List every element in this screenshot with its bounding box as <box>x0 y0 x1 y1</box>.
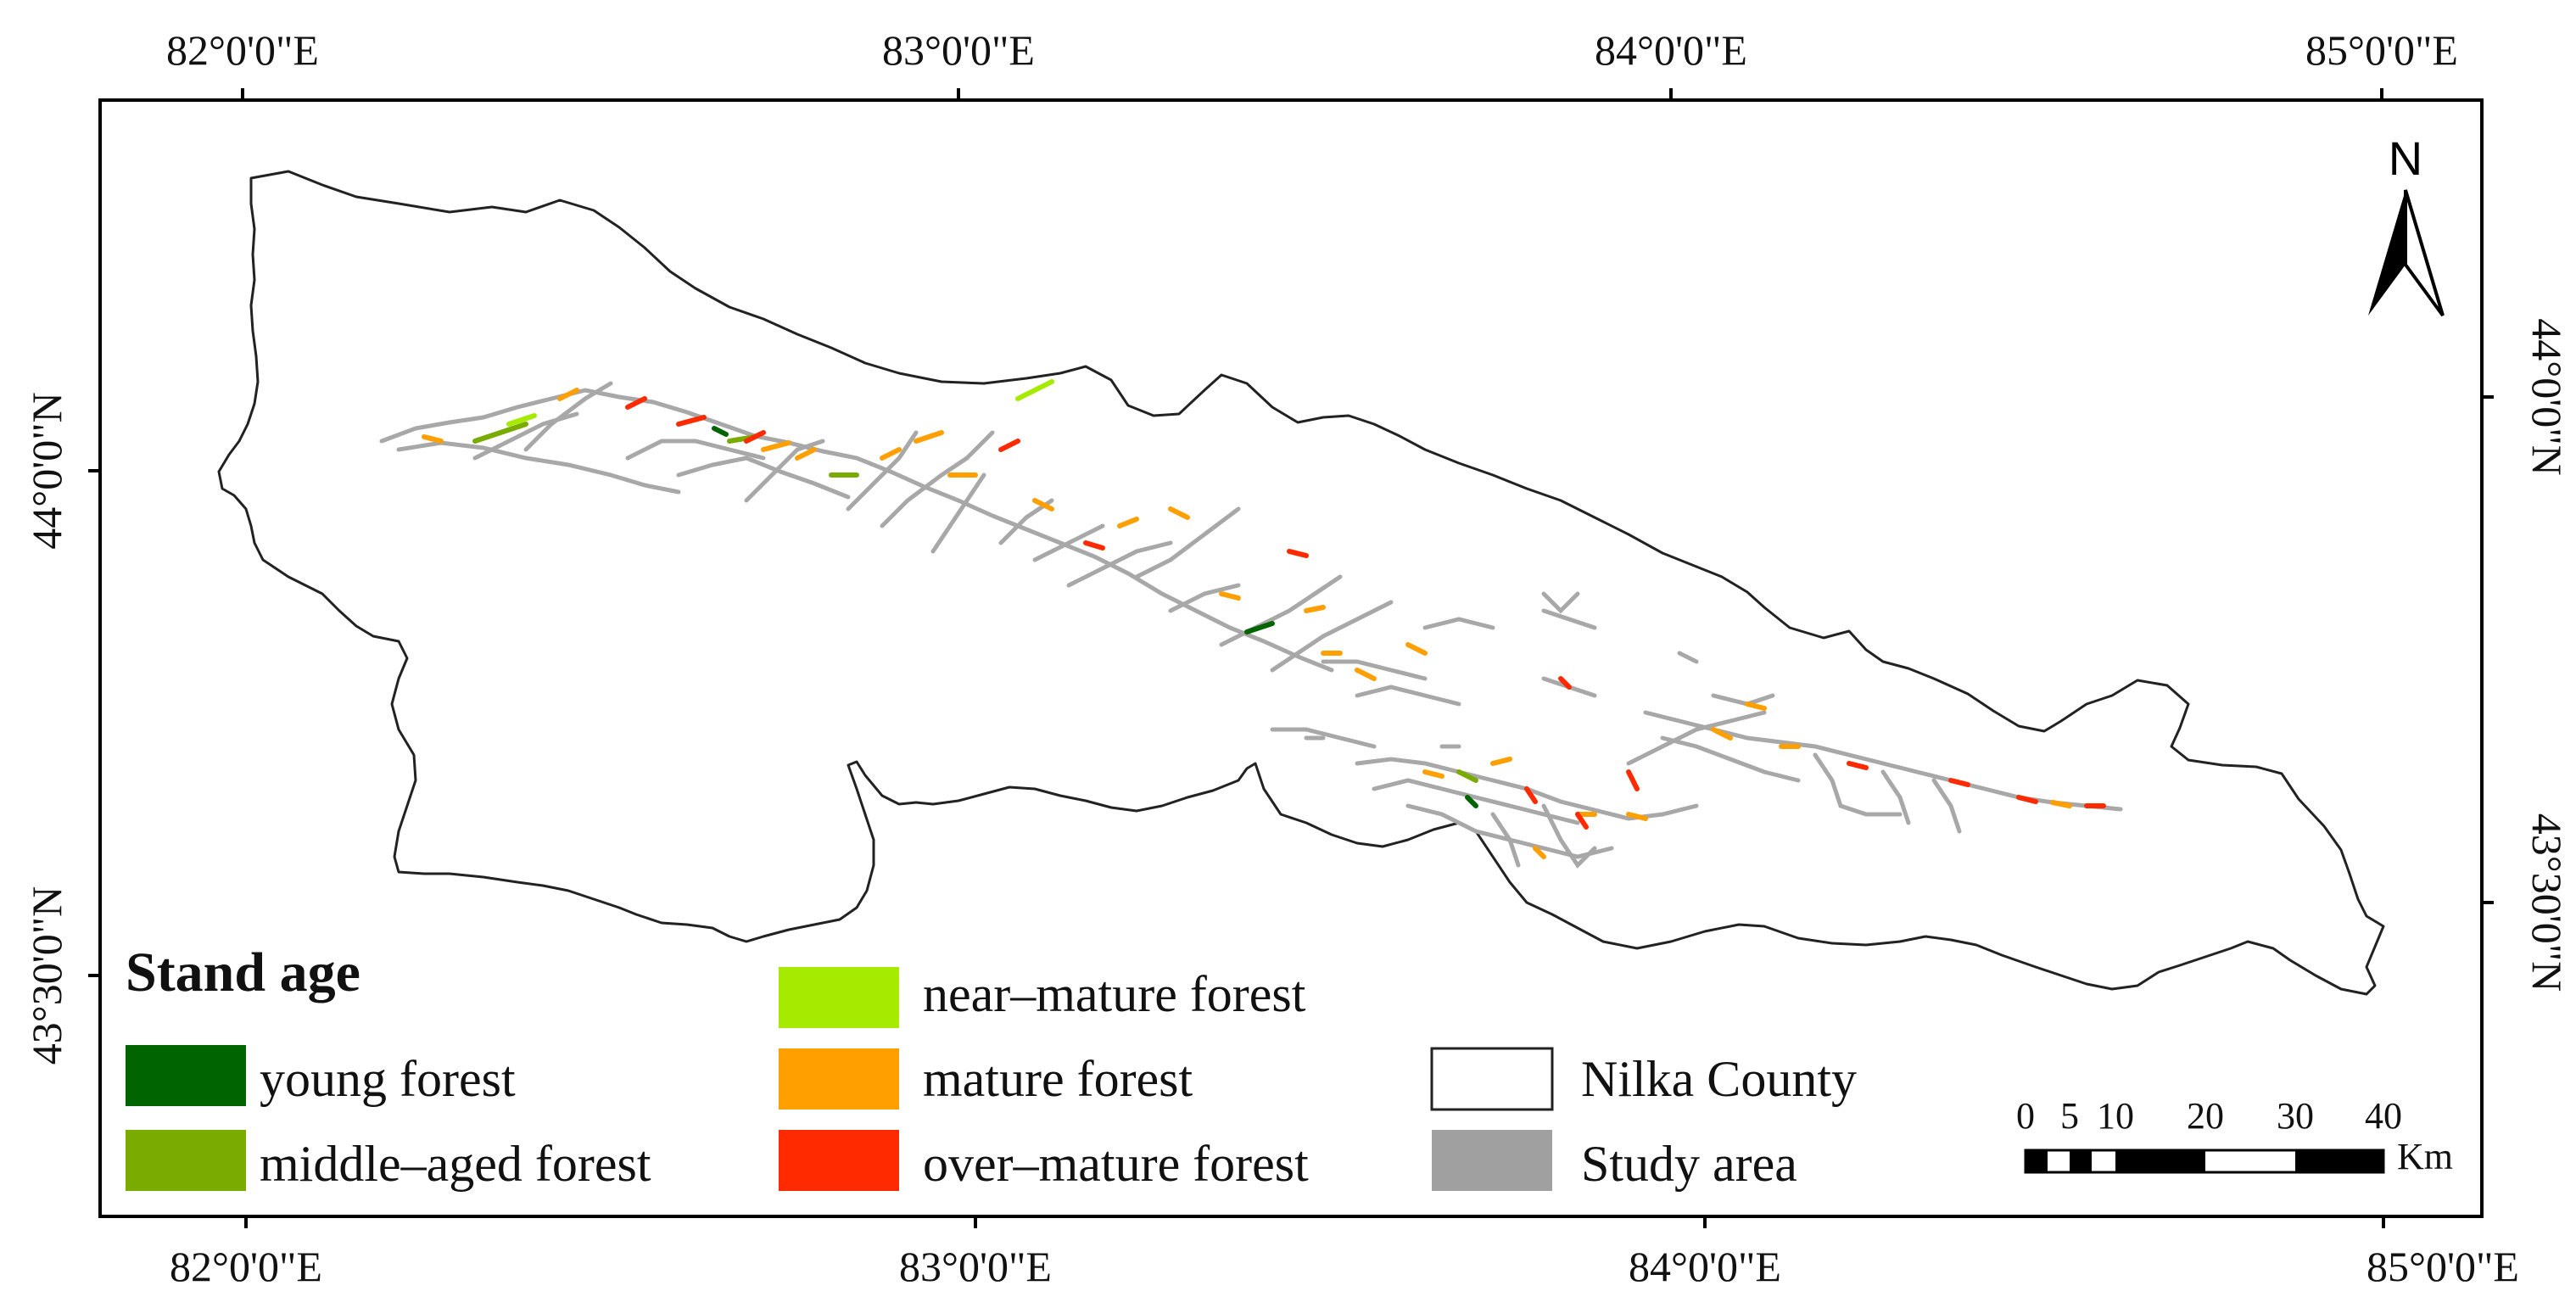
bottom-longitude-label: 84°0'0"E <box>1629 1243 1781 1290</box>
left-latitude-label: 44°0'0"N <box>23 392 70 550</box>
left-latitude-label: 43°30'0"N <box>23 886 70 1065</box>
scale-tick-label: 10 <box>2097 1095 2134 1137</box>
study-area-patches <box>379 381 2123 869</box>
right-latitude-label: 44°0'0"N <box>2523 318 2571 476</box>
legend-swatch-mature-forest <box>779 1048 899 1110</box>
legend-label-nilka-county: Nilka County <box>1581 1051 1857 1107</box>
graticule-ticks <box>88 88 2494 1228</box>
legend-swatch-study-area <box>1432 1130 1552 1191</box>
top-longitude-label: 85°0'0"E <box>2305 26 2458 74</box>
scale-tick-label: 30 <box>2277 1095 2314 1137</box>
scale-tick-label: 20 <box>2187 1095 2224 1137</box>
top-longitude-label: 83°0'0"E <box>882 26 1035 74</box>
legend-label-mature-forest: mature forest <box>923 1051 1193 1107</box>
scale-segment <box>2070 1150 2092 1172</box>
legend-swatch-young-forest <box>126 1045 246 1106</box>
legend-swatch-over-mature-forest <box>779 1130 899 1191</box>
legend-swatch-middle-aged-forest <box>126 1130 246 1191</box>
scale-bar: 0 5 10 20 30 40 Km <box>2016 1095 2453 1177</box>
nilka-county-boundary <box>217 170 2385 996</box>
scale-unit: Km <box>2397 1136 2453 1177</box>
legend-swatch-near-mature-forest <box>779 967 899 1028</box>
scale-segment <box>2115 1150 2205 1172</box>
scale-segment <box>2026 1150 2048 1172</box>
north-arrow-label: N <box>2389 131 2422 185</box>
right-latitude-label: 43°30'0"N <box>2523 813 2571 992</box>
bottom-longitude-label: 82°0'0"E <box>170 1243 322 1290</box>
legend: Stand age young forest middle–aged fores… <box>126 942 1857 1192</box>
legend-label-over-mature-forest: over–mature forest <box>923 1136 1309 1192</box>
scale-segment <box>2295 1150 2383 1172</box>
legend-title: Stand age <box>126 942 360 1003</box>
top-longitude-label: 84°0'0"E <box>1595 26 1747 74</box>
legend-label-young-forest: young forest <box>260 1051 516 1107</box>
scale-tick-label: 0 <box>2016 1095 2035 1137</box>
legend-label-study-area: Study area <box>1581 1136 1797 1192</box>
bottom-longitude-label: 85°0'0"E <box>2366 1243 2519 1290</box>
stand-age-patches <box>422 379 2106 859</box>
north-arrow-left-half <box>2368 190 2406 316</box>
scale-tick-label: 5 <box>2060 1095 2079 1137</box>
scale-tick-label: 40 <box>2365 1095 2402 1137</box>
north-arrow: N <box>2368 131 2445 317</box>
bottom-longitude-label: 83°0'0"E <box>899 1243 1052 1290</box>
legend-label-middle-aged-forest: middle–aged forest <box>260 1136 651 1192</box>
legend-swatch-nilka-county <box>1430 1047 1554 1111</box>
top-longitude-label: 82°0'0"E <box>166 26 319 74</box>
legend-label-near-mature-forest: near–mature forest <box>923 966 1306 1022</box>
